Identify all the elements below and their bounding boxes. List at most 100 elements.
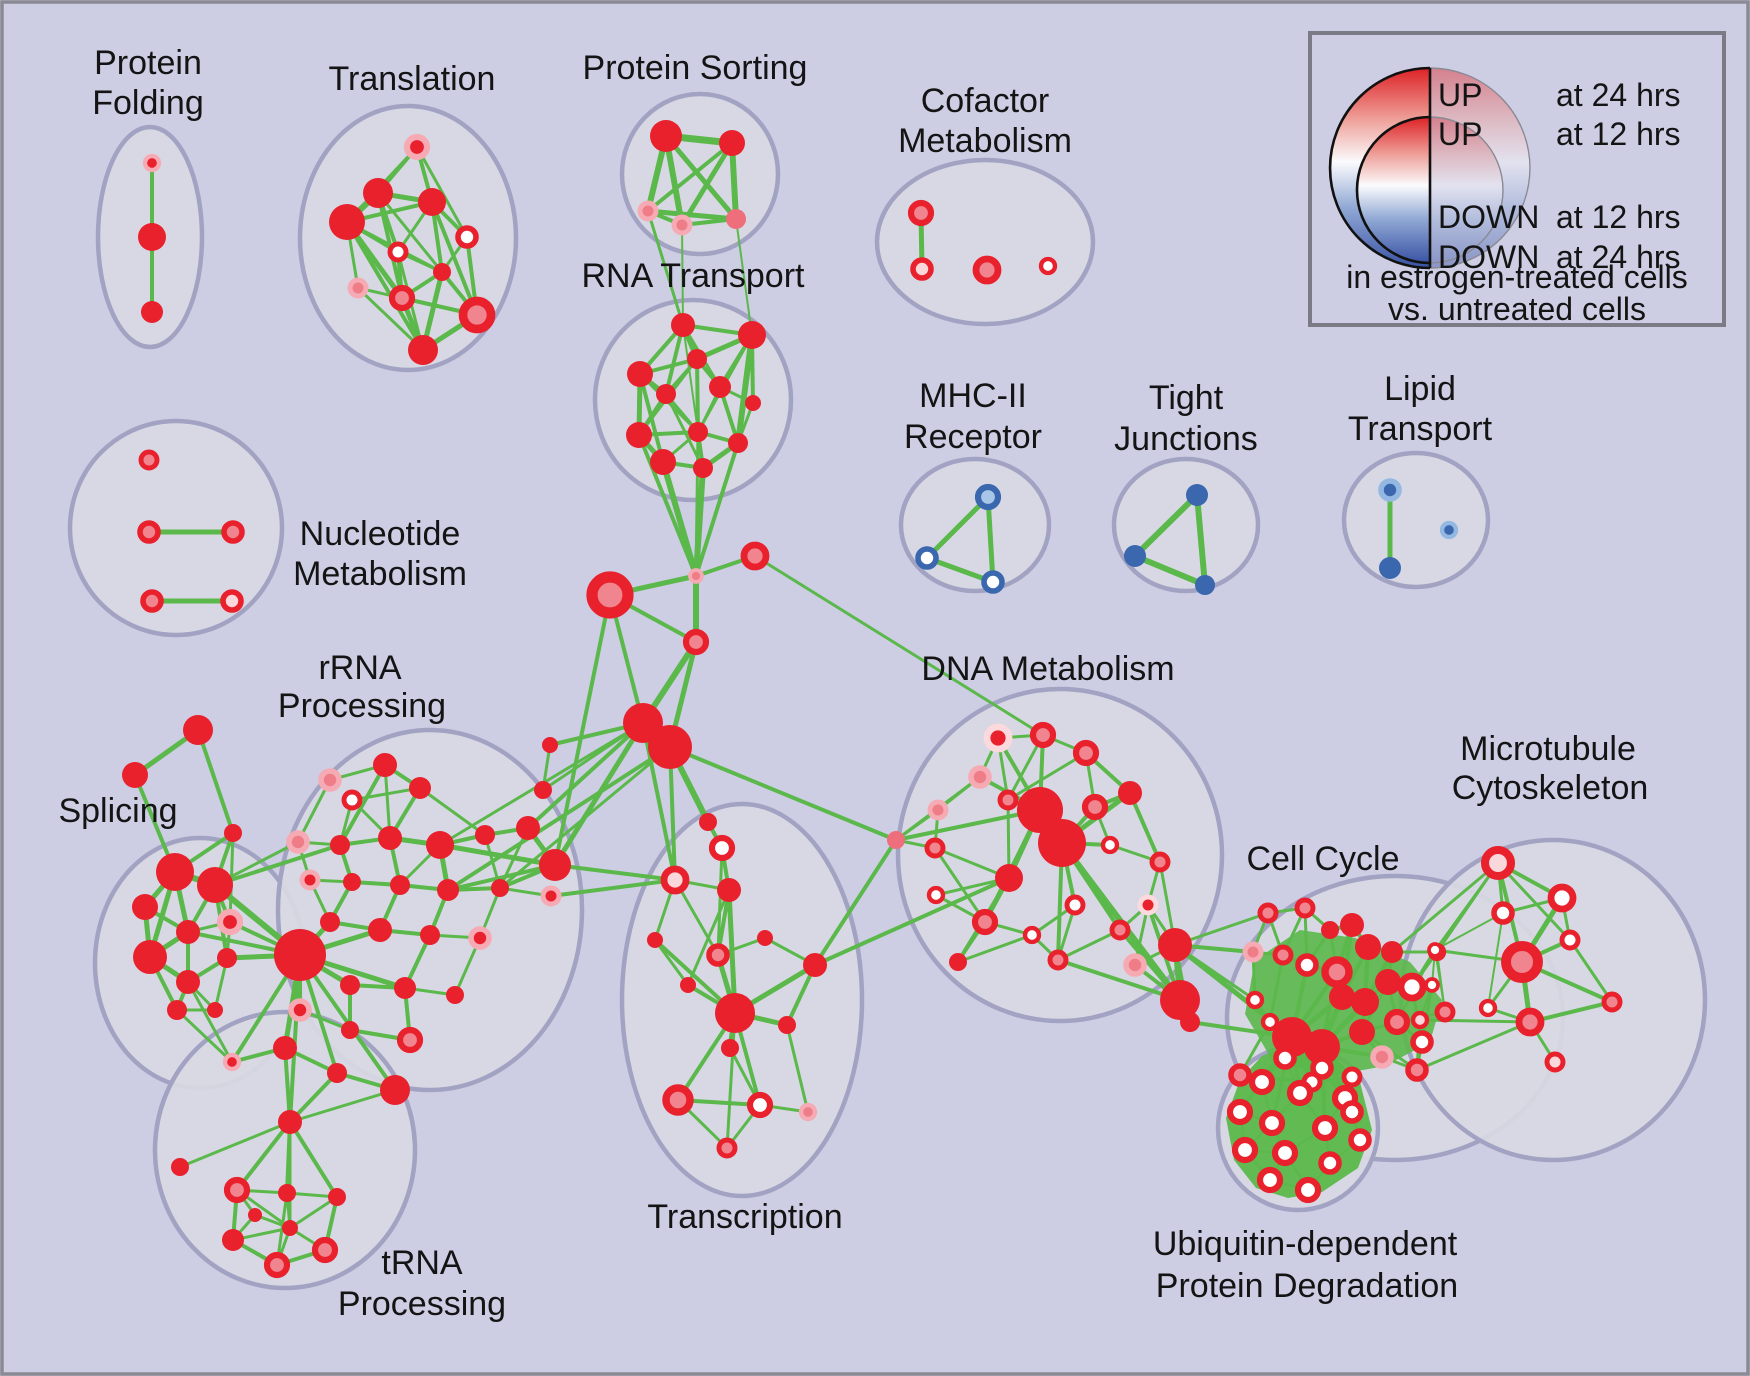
network-node[interactable]: [1397, 972, 1427, 1002]
network-node[interactable]: [1383, 1008, 1411, 1036]
network-node[interactable]: [1311, 1114, 1339, 1142]
network-node[interactable]: [1180, 1012, 1200, 1032]
network-node[interactable]: [728, 433, 748, 453]
network-node[interactable]: [1231, 1136, 1259, 1164]
network-node[interactable]: [981, 570, 1005, 594]
network-node[interactable]: [1294, 1176, 1322, 1204]
network-node[interactable]: [1286, 1079, 1314, 1107]
network-node[interactable]: [688, 422, 708, 442]
network-node[interactable]: [216, 908, 244, 936]
network-node[interactable]: [778, 1016, 796, 1034]
network-node[interactable]: [1294, 897, 1316, 919]
network-node[interactable]: [1195, 575, 1215, 595]
network-node[interactable]: [746, 1091, 774, 1119]
network-node[interactable]: [311, 1236, 339, 1264]
network-node[interactable]: [1340, 913, 1364, 937]
network-node[interactable]: [286, 830, 310, 854]
network-node[interactable]: [140, 589, 164, 613]
network-node[interactable]: [343, 873, 361, 891]
network-node[interactable]: [394, 977, 416, 999]
network-node[interactable]: [282, 1220, 298, 1236]
network-node[interactable]: [534, 781, 552, 799]
network-node[interactable]: [1272, 944, 1294, 966]
network-node[interactable]: [1271, 1139, 1299, 1167]
network-node[interactable]: [1434, 1001, 1456, 1023]
network-node[interactable]: [142, 153, 162, 173]
network-node[interactable]: [910, 257, 934, 281]
network-node[interactable]: [222, 1229, 244, 1251]
network-node[interactable]: [1124, 545, 1146, 567]
network-node[interactable]: [1038, 256, 1058, 276]
network-node[interactable]: [915, 546, 939, 570]
network-node[interactable]: [1410, 1010, 1430, 1030]
network-node[interactable]: [1310, 1056, 1334, 1080]
network-node[interactable]: [968, 765, 992, 789]
network-node[interactable]: [1501, 941, 1543, 983]
network-node[interactable]: [1544, 1051, 1566, 1073]
network-node[interactable]: [1123, 953, 1147, 977]
network-node[interactable]: [122, 762, 148, 788]
network-node[interactable]: [1029, 721, 1057, 749]
network-node[interactable]: [426, 831, 454, 859]
network-node[interactable]: [328, 1188, 346, 1206]
network-node[interactable]: [446, 986, 464, 1004]
network-node[interactable]: [327, 1063, 347, 1083]
network-node[interactable]: [418, 188, 446, 216]
network-node[interactable]: [1349, 1019, 1375, 1045]
network-node[interactable]: [455, 225, 479, 249]
network-node[interactable]: [380, 1075, 410, 1105]
network-node[interactable]: [738, 321, 766, 349]
network-node[interactable]: [390, 875, 410, 895]
network-node[interactable]: [1601, 991, 1623, 1013]
network-node[interactable]: [648, 725, 692, 769]
network-node[interactable]: [623, 703, 663, 743]
network-node[interactable]: [341, 789, 363, 811]
network-node[interactable]: [388, 284, 416, 312]
network-node[interactable]: [715, 993, 755, 1033]
network-node[interactable]: [803, 953, 827, 977]
network-node[interactable]: [176, 970, 200, 994]
network-node[interactable]: [1118, 781, 1142, 805]
network-node[interactable]: [1258, 1109, 1286, 1137]
network-node[interactable]: [539, 849, 571, 881]
network-node[interactable]: [740, 541, 770, 571]
network-node[interactable]: [368, 918, 392, 942]
network-node[interactable]: [726, 209, 746, 229]
network-node[interactable]: [207, 1002, 223, 1018]
network-node[interactable]: [1424, 977, 1440, 993]
network-node[interactable]: [248, 1208, 262, 1222]
network-node[interactable]: [420, 925, 440, 945]
network-node[interactable]: [1257, 902, 1279, 924]
network-node[interactable]: [1260, 1012, 1280, 1032]
network-node[interactable]: [586, 571, 634, 619]
network-node[interactable]: [475, 825, 495, 845]
network-node[interactable]: [680, 977, 696, 993]
network-node[interactable]: [340, 975, 360, 995]
network-node[interactable]: [1378, 478, 1402, 502]
network-node[interactable]: [133, 940, 167, 974]
network-node[interactable]: [278, 1184, 296, 1202]
network-node[interactable]: [299, 869, 321, 891]
network-node[interactable]: [1480, 845, 1516, 881]
network-node[interactable]: [637, 200, 659, 222]
network-node[interactable]: [468, 926, 492, 950]
network-node[interactable]: [221, 520, 245, 544]
network-node[interactable]: [433, 263, 451, 281]
network-node[interactable]: [347, 277, 369, 299]
network-node[interactable]: [403, 133, 431, 161]
network-node[interactable]: [709, 376, 731, 398]
network-node[interactable]: [224, 824, 242, 842]
network-node[interactable]: [656, 384, 676, 404]
network-node[interactable]: [757, 930, 773, 946]
network-node[interactable]: [719, 130, 745, 156]
network-node[interactable]: [650, 449, 676, 475]
network-node[interactable]: [141, 301, 163, 323]
network-node[interactable]: [1379, 557, 1401, 579]
network-node[interactable]: [887, 831, 905, 849]
network-node[interactable]: [1022, 925, 1042, 945]
network-node[interactable]: [1072, 739, 1100, 767]
network-node[interactable]: [220, 589, 244, 613]
network-node[interactable]: [708, 834, 736, 862]
network-node[interactable]: [138, 223, 166, 251]
network-node[interactable]: [1321, 956, 1353, 988]
